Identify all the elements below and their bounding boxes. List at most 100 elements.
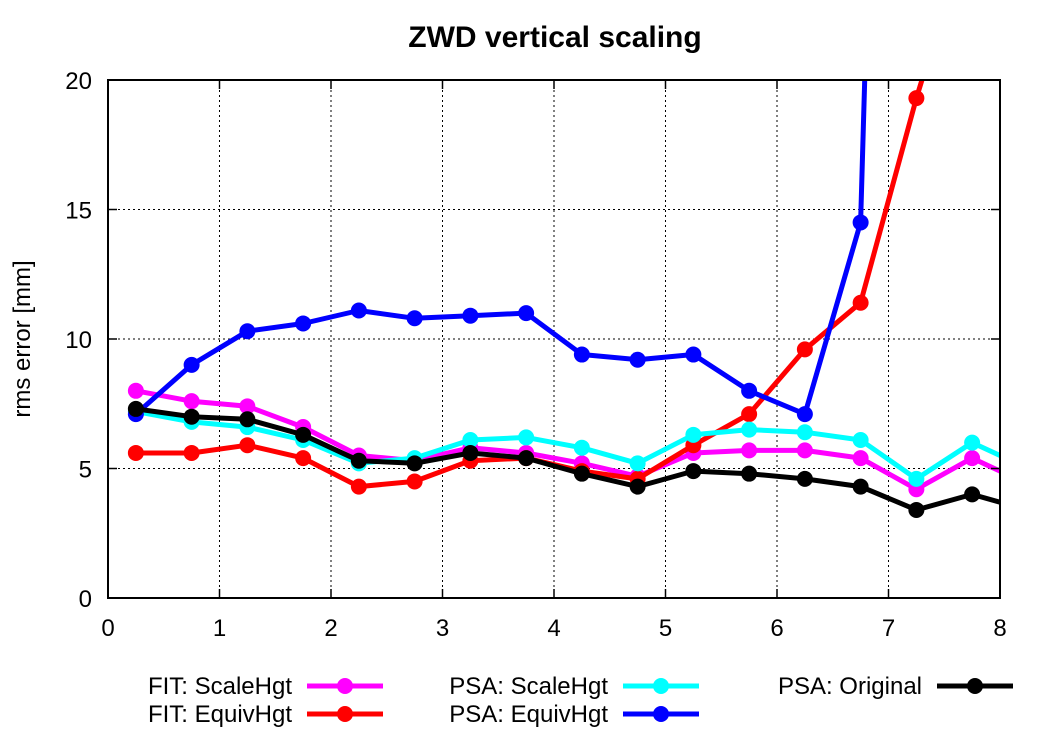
data-point xyxy=(127,444,144,461)
data-point xyxy=(852,478,869,495)
x-tick-label: 6 xyxy=(770,615,783,642)
y-tick-label: 10 xyxy=(65,327,92,354)
data-point xyxy=(852,214,869,231)
legend-swatch-marker xyxy=(653,706,669,722)
legend-entry: PSA: EquivHgt xyxy=(449,701,699,728)
data-point xyxy=(183,444,200,461)
data-point xyxy=(518,450,535,467)
series-lines xyxy=(127,80,1000,518)
data-point xyxy=(127,400,144,417)
data-point xyxy=(852,294,869,311)
data-point xyxy=(685,346,702,363)
y-ticks: 0 5 10 15 20 xyxy=(65,68,1000,613)
data-point xyxy=(127,382,144,399)
x-tick-label: 1 xyxy=(213,615,226,642)
legend-swatch-marker xyxy=(653,678,669,694)
legend-entry: FIT: EquivHgt xyxy=(148,701,383,728)
data-point xyxy=(239,437,256,454)
y-tick-label: 5 xyxy=(79,457,92,484)
data-point xyxy=(350,452,367,469)
data-point xyxy=(741,465,758,482)
data-point xyxy=(964,450,981,467)
data-point xyxy=(462,307,479,324)
data-point xyxy=(183,393,200,410)
data-point xyxy=(796,341,813,358)
data-point xyxy=(852,450,869,467)
x-tick-label: 0 xyxy=(101,615,114,642)
x-tick-label: 4 xyxy=(547,615,560,642)
data-point xyxy=(629,455,646,472)
x-tick-label: 2 xyxy=(324,615,337,642)
data-point xyxy=(741,406,758,423)
y-axis-label: rms error [mm] xyxy=(9,260,36,417)
data-point xyxy=(406,473,423,490)
data-point xyxy=(462,432,479,449)
data-point xyxy=(239,398,256,415)
series-line xyxy=(134,80,868,417)
data-point xyxy=(629,478,646,495)
legend-swatch-marker xyxy=(967,678,983,694)
legend-label: PSA: EquivHgt xyxy=(449,701,608,728)
data-point xyxy=(741,442,758,459)
data-point xyxy=(852,432,869,449)
series-3 xyxy=(127,80,869,423)
data-point xyxy=(406,310,423,327)
x-tick-label: 7 xyxy=(882,615,895,642)
data-point xyxy=(796,406,813,423)
data-point xyxy=(908,470,925,487)
legend-swatch-marker xyxy=(337,706,353,722)
x-tick-label: 5 xyxy=(659,615,672,642)
data-point xyxy=(350,302,367,319)
y-tick-label: 15 xyxy=(65,198,92,225)
legend-label: PSA: ScaleHgt xyxy=(449,673,608,700)
legend-swatch-marker xyxy=(337,678,353,694)
data-point xyxy=(796,424,813,441)
data-point xyxy=(685,426,702,443)
data-point xyxy=(295,426,312,443)
data-point xyxy=(295,450,312,467)
data-point xyxy=(796,470,813,487)
series-0 xyxy=(127,382,1000,498)
data-point xyxy=(239,323,256,340)
data-point xyxy=(796,442,813,459)
data-point xyxy=(741,382,758,399)
data-point xyxy=(183,408,200,425)
legend-entry: PSA: Original xyxy=(778,673,1013,700)
y-tick-label: 20 xyxy=(65,68,92,95)
data-point xyxy=(350,478,367,495)
data-point xyxy=(685,463,702,480)
x-tick-label: 3 xyxy=(436,615,449,642)
data-point xyxy=(406,455,423,472)
x-tick-label: 8 xyxy=(993,615,1006,642)
grid-lines xyxy=(108,80,1000,598)
series-2 xyxy=(127,403,1000,487)
data-point xyxy=(964,486,981,503)
y-tick-label: 0 xyxy=(79,586,92,613)
data-point xyxy=(295,315,312,332)
data-point xyxy=(908,90,925,107)
data-point xyxy=(741,421,758,438)
x-ticks: 0 1 2 3 4 5 6 7 8 xyxy=(101,80,1007,642)
legend-entry: FIT: ScaleHgt xyxy=(148,673,383,700)
data-point xyxy=(239,411,256,428)
legend-label: PSA: Original xyxy=(778,673,922,700)
series-4 xyxy=(127,400,1000,518)
data-point xyxy=(573,465,590,482)
data-point xyxy=(573,346,590,363)
data-point xyxy=(629,351,646,368)
data-point xyxy=(573,439,590,456)
series-line xyxy=(135,388,1000,492)
legend-label: FIT: EquivHgt xyxy=(148,701,292,728)
data-point xyxy=(518,305,535,322)
data-point xyxy=(462,444,479,461)
legend-label: FIT: ScaleHgt xyxy=(148,673,292,700)
data-point xyxy=(908,501,925,518)
data-point xyxy=(183,356,200,373)
legend-entry: PSA: ScaleHgt xyxy=(449,673,699,700)
data-point xyxy=(518,429,535,446)
plot-frame xyxy=(107,79,1001,599)
data-point xyxy=(964,434,981,451)
chart-title: ZWD vertical scaling xyxy=(408,21,701,54)
